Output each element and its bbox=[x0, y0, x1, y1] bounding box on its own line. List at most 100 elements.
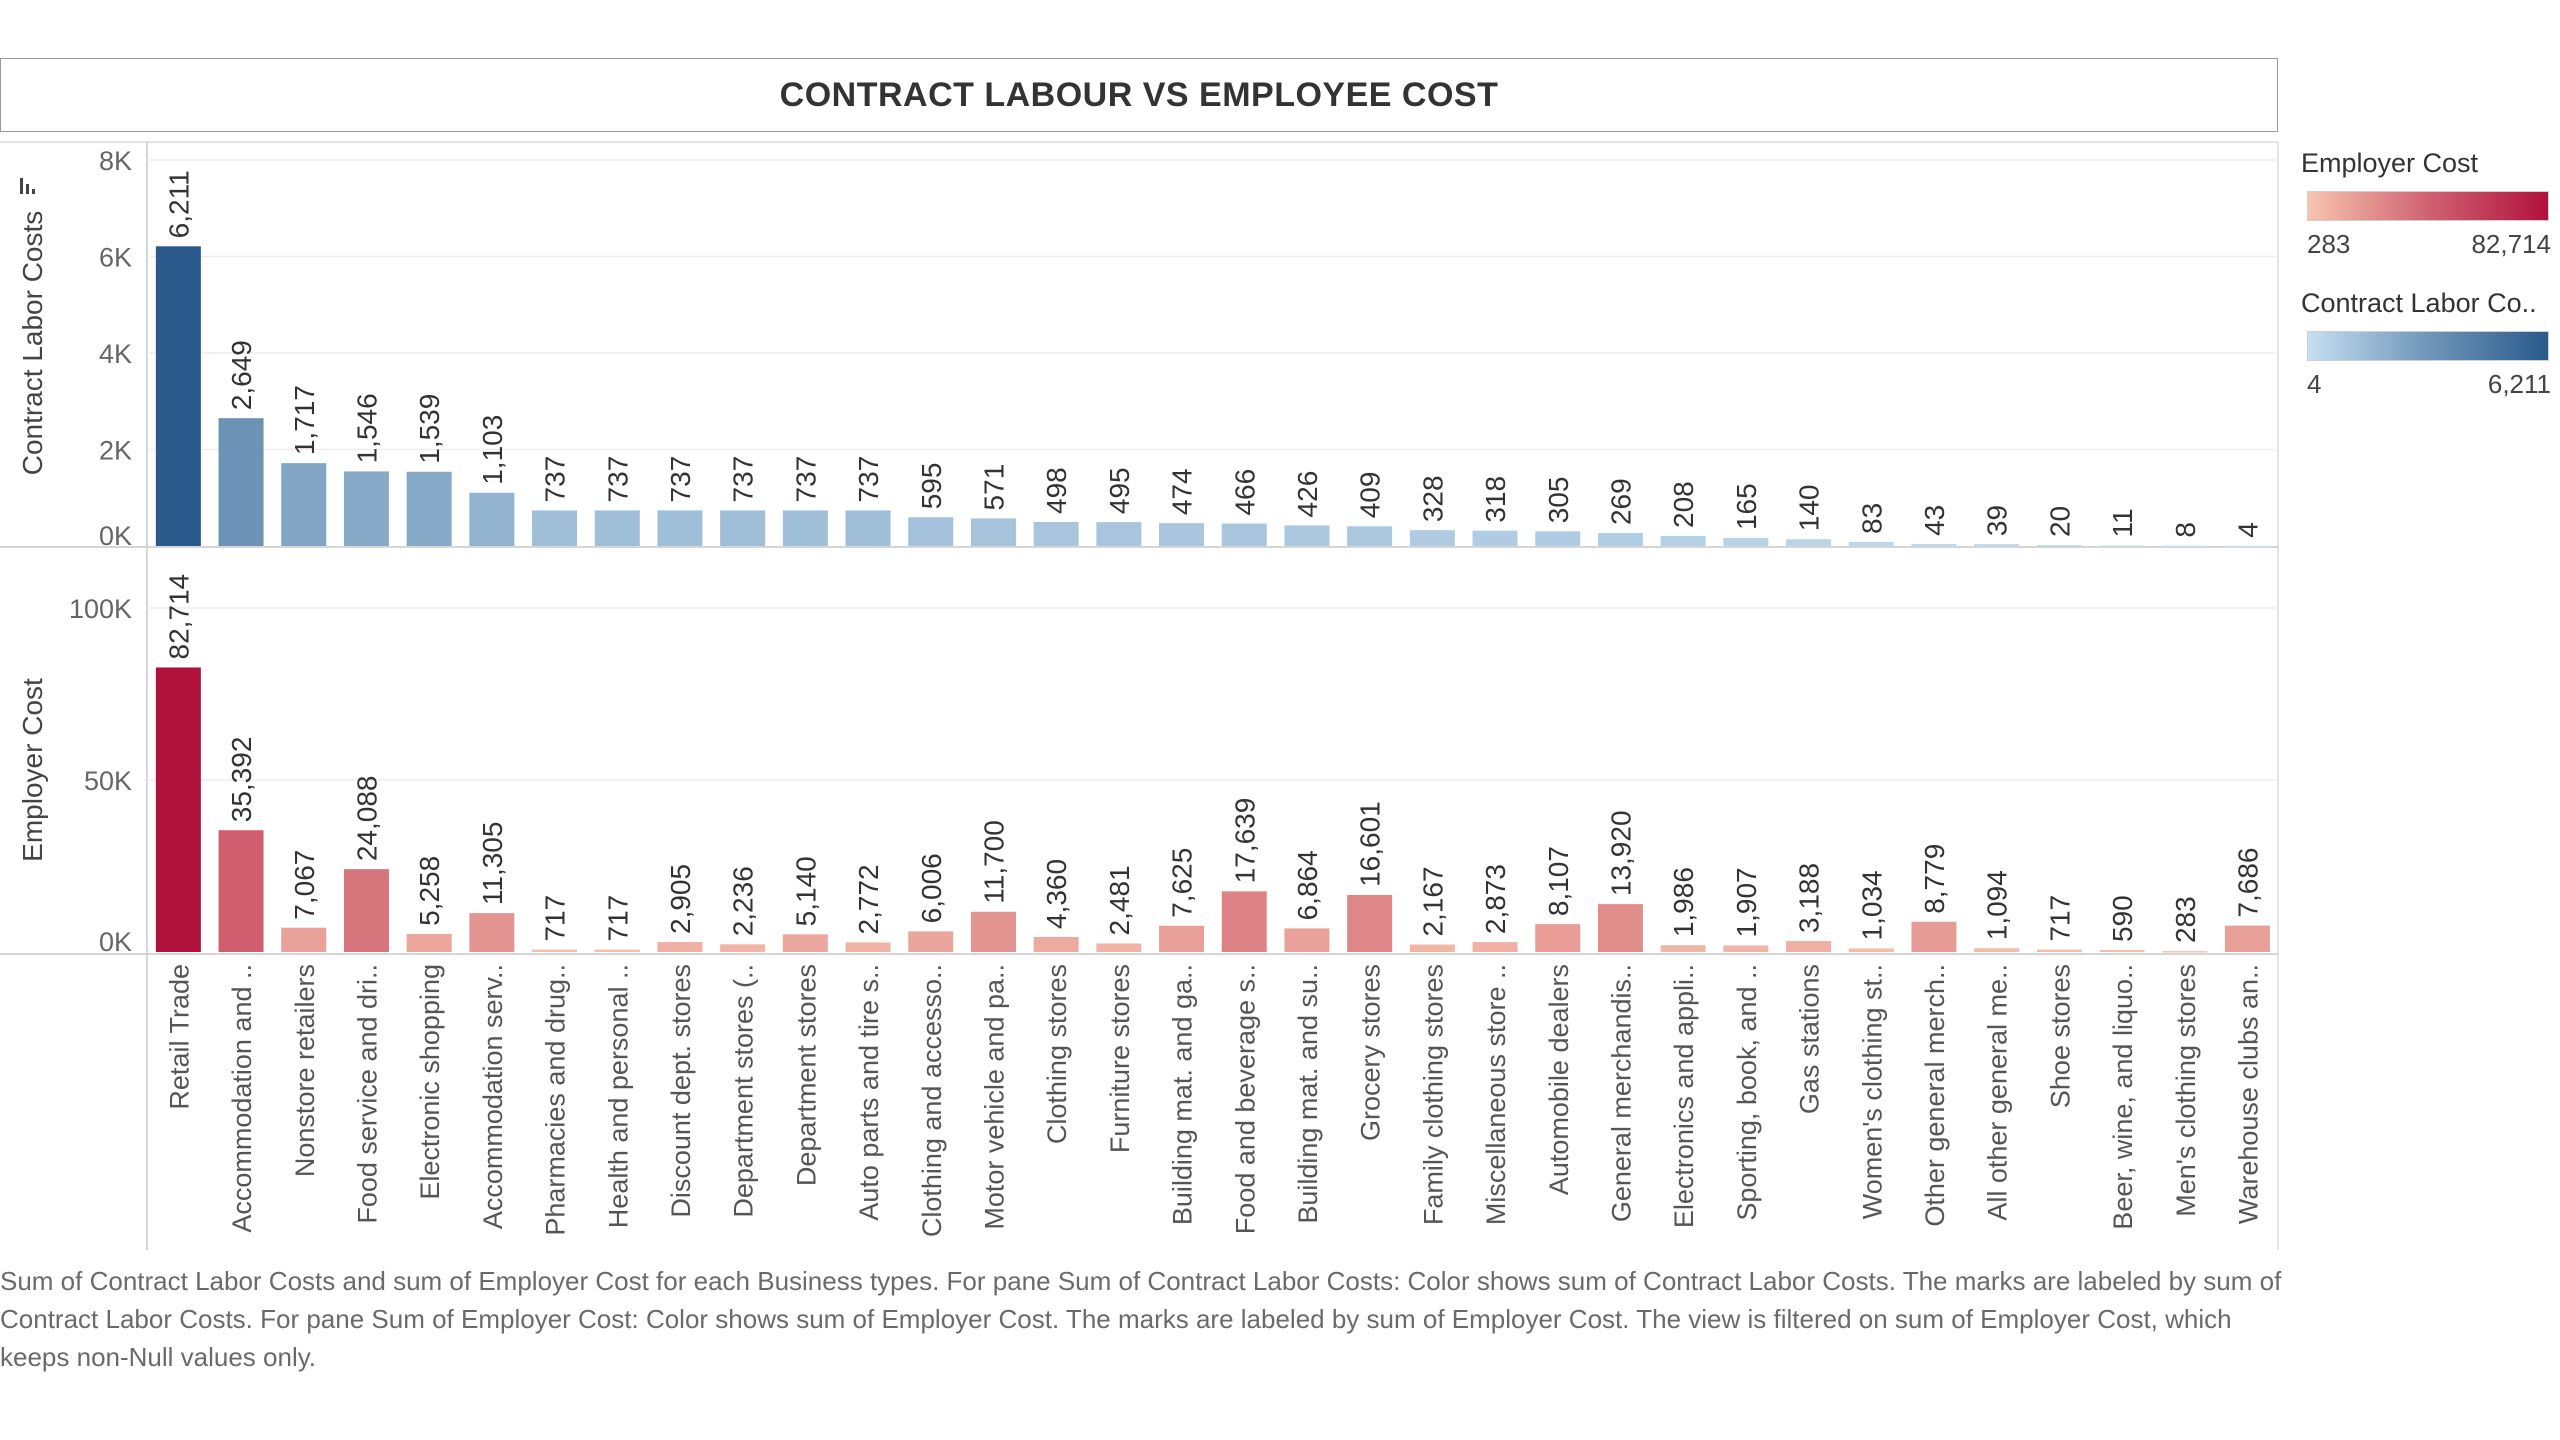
employer-bar[interactable] bbox=[1723, 945, 1769, 952]
y-axis-title: Employer Cost bbox=[17, 678, 48, 862]
contract-bar-label: 474 bbox=[1167, 468, 1198, 515]
employer-bar[interactable] bbox=[406, 933, 452, 952]
employer-bar[interactable] bbox=[1786, 941, 1832, 952]
contract-bar[interactable] bbox=[1221, 523, 1267, 546]
employer-bar-label: 717 bbox=[602, 895, 633, 942]
employer-bar[interactable] bbox=[720, 944, 766, 952]
employer-bar-label: 1,907 bbox=[1731, 867, 1762, 937]
contract-bar[interactable] bbox=[1597, 533, 1643, 546]
contract-bar[interactable] bbox=[532, 510, 578, 546]
contract-bar[interactable] bbox=[469, 492, 515, 546]
category-label: Nonstore retailers bbox=[290, 964, 320, 1177]
sort-icon[interactable] bbox=[20, 178, 35, 194]
category-label: Electronics and appli.. bbox=[1669, 964, 1699, 1228]
legend-employer-cost[interactable]: Employer Cost 283 82,714 bbox=[2301, 148, 2551, 260]
employer-bar[interactable] bbox=[594, 949, 640, 952]
contract-bar-label: 498 bbox=[1041, 467, 1072, 514]
employer-bar[interactable] bbox=[1033, 937, 1079, 952]
contract-bar[interactable] bbox=[720, 510, 766, 546]
legend-contract-labor-min: 4 bbox=[2307, 369, 2322, 399]
legend-contract-labor-title: Contract Labor Co.. bbox=[2301, 288, 2537, 318]
employer-bar-label: 8,107 bbox=[1543, 846, 1574, 916]
employer-bar[interactable] bbox=[281, 927, 327, 952]
employer-bar[interactable] bbox=[908, 931, 954, 952]
contract-bar[interactable] bbox=[1974, 544, 2020, 546]
contract-bar[interactable] bbox=[2162, 545, 2208, 548]
employer-bar[interactable] bbox=[2162, 951, 2208, 953]
employer-bar[interactable] bbox=[2224, 925, 2270, 952]
contract-bar[interactable] bbox=[1723, 538, 1769, 546]
employer-bar[interactable] bbox=[1347, 894, 1393, 952]
contract-bar[interactable] bbox=[1786, 539, 1832, 546]
employer-bar[interactable] bbox=[2036, 949, 2082, 952]
legend-contract-labor[interactable]: Contract Labor Co.. 4 6,211 bbox=[2301, 288, 2551, 400]
employer-bar[interactable] bbox=[1660, 945, 1706, 952]
employer-bar[interactable] bbox=[1597, 904, 1643, 952]
category-label: Furniture stores bbox=[1105, 964, 1135, 1153]
contract-bar-label: 208 bbox=[1668, 481, 1699, 528]
employer-bar[interactable] bbox=[218, 830, 264, 952]
employer-bar[interactable] bbox=[1472, 942, 1518, 952]
contract-bar[interactable] bbox=[1472, 530, 1518, 546]
contract-bar[interactable] bbox=[1535, 531, 1581, 546]
employer-bar[interactable] bbox=[532, 949, 578, 952]
employer-bar[interactable] bbox=[1848, 948, 1894, 952]
contract-bar[interactable] bbox=[1159, 523, 1205, 546]
employer-bar[interactable] bbox=[1221, 891, 1267, 952]
employer-bar[interactable] bbox=[657, 942, 703, 952]
contract-bar[interactable] bbox=[908, 517, 954, 546]
contract-bar[interactable] bbox=[845, 510, 891, 546]
contract-bar[interactable] bbox=[1033, 521, 1079, 546]
contract-bar[interactable] bbox=[594, 510, 640, 546]
employer-bar[interactable] bbox=[845, 942, 891, 952]
contract-bar[interactable] bbox=[782, 510, 828, 546]
contract-bar-label: 737 bbox=[790, 456, 821, 503]
legend-employer-cost-title: Employer Cost bbox=[2301, 148, 2479, 178]
contract-bar[interactable] bbox=[1409, 530, 1455, 546]
contract-bar[interactable] bbox=[970, 518, 1016, 546]
employer-bar[interactable] bbox=[155, 667, 201, 952]
employer-bar[interactable] bbox=[2099, 949, 2145, 952]
employer-bar[interactable] bbox=[782, 934, 828, 952]
contract-bar-label: 426 bbox=[1292, 471, 1323, 518]
employer-bar[interactable] bbox=[1159, 925, 1205, 952]
contract-bar[interactable] bbox=[2224, 545, 2270, 548]
contract-bar[interactable] bbox=[1848, 541, 1894, 546]
contract-bar-label: 39 bbox=[1982, 505, 2013, 536]
contract-bar-label: 305 bbox=[1543, 477, 1574, 524]
contract-bar[interactable] bbox=[1347, 526, 1393, 546]
employer-bar[interactable] bbox=[1911, 921, 1957, 952]
employer-bar[interactable] bbox=[1535, 924, 1581, 952]
legend-contract-labor-max: 6,211 bbox=[2487, 369, 2551, 399]
contract-bar-label: 43 bbox=[1919, 505, 1950, 536]
employer-bar-label: 1,034 bbox=[1856, 870, 1887, 940]
contract-bar[interactable] bbox=[281, 463, 327, 546]
contract-bar[interactable] bbox=[1284, 525, 1330, 546]
contract-bar[interactable] bbox=[218, 418, 264, 546]
contract-bar[interactable] bbox=[155, 246, 201, 546]
contract-bar[interactable] bbox=[1096, 522, 1142, 546]
contract-bar[interactable] bbox=[2036, 545, 2082, 547]
contract-bar[interactable] bbox=[1660, 535, 1706, 546]
contract-bar-label: 83 bbox=[1856, 503, 1887, 534]
contract-bar[interactable] bbox=[1911, 543, 1957, 546]
employer-bar-label: 82,714 bbox=[163, 574, 194, 660]
contract-bar-label: 1,539 bbox=[414, 394, 445, 464]
employer-bar[interactable] bbox=[1284, 928, 1330, 952]
contract-bar[interactable] bbox=[343, 471, 389, 546]
employer-bar-label: 283 bbox=[2170, 896, 2201, 943]
employer-bar[interactable] bbox=[970, 911, 1016, 952]
contract-bar[interactable] bbox=[2099, 545, 2145, 547]
y-tick-label: 2K bbox=[99, 436, 132, 466]
category-label: Motor vehicle and pa.. bbox=[979, 964, 1009, 1230]
employer-bar[interactable] bbox=[1096, 943, 1142, 952]
employer-bar[interactable] bbox=[1974, 948, 2020, 952]
employer-bar[interactable] bbox=[343, 869, 389, 952]
contract-bar-label: 1,103 bbox=[477, 415, 508, 485]
employer-bar[interactable] bbox=[1409, 944, 1455, 952]
employer-bar-label: 11,305 bbox=[477, 822, 508, 906]
employer-bar[interactable] bbox=[469, 913, 515, 952]
contract-bar[interactable] bbox=[657, 510, 703, 546]
employer-bar-label: 717 bbox=[2044, 895, 2075, 942]
contract-bar[interactable] bbox=[406, 471, 452, 546]
